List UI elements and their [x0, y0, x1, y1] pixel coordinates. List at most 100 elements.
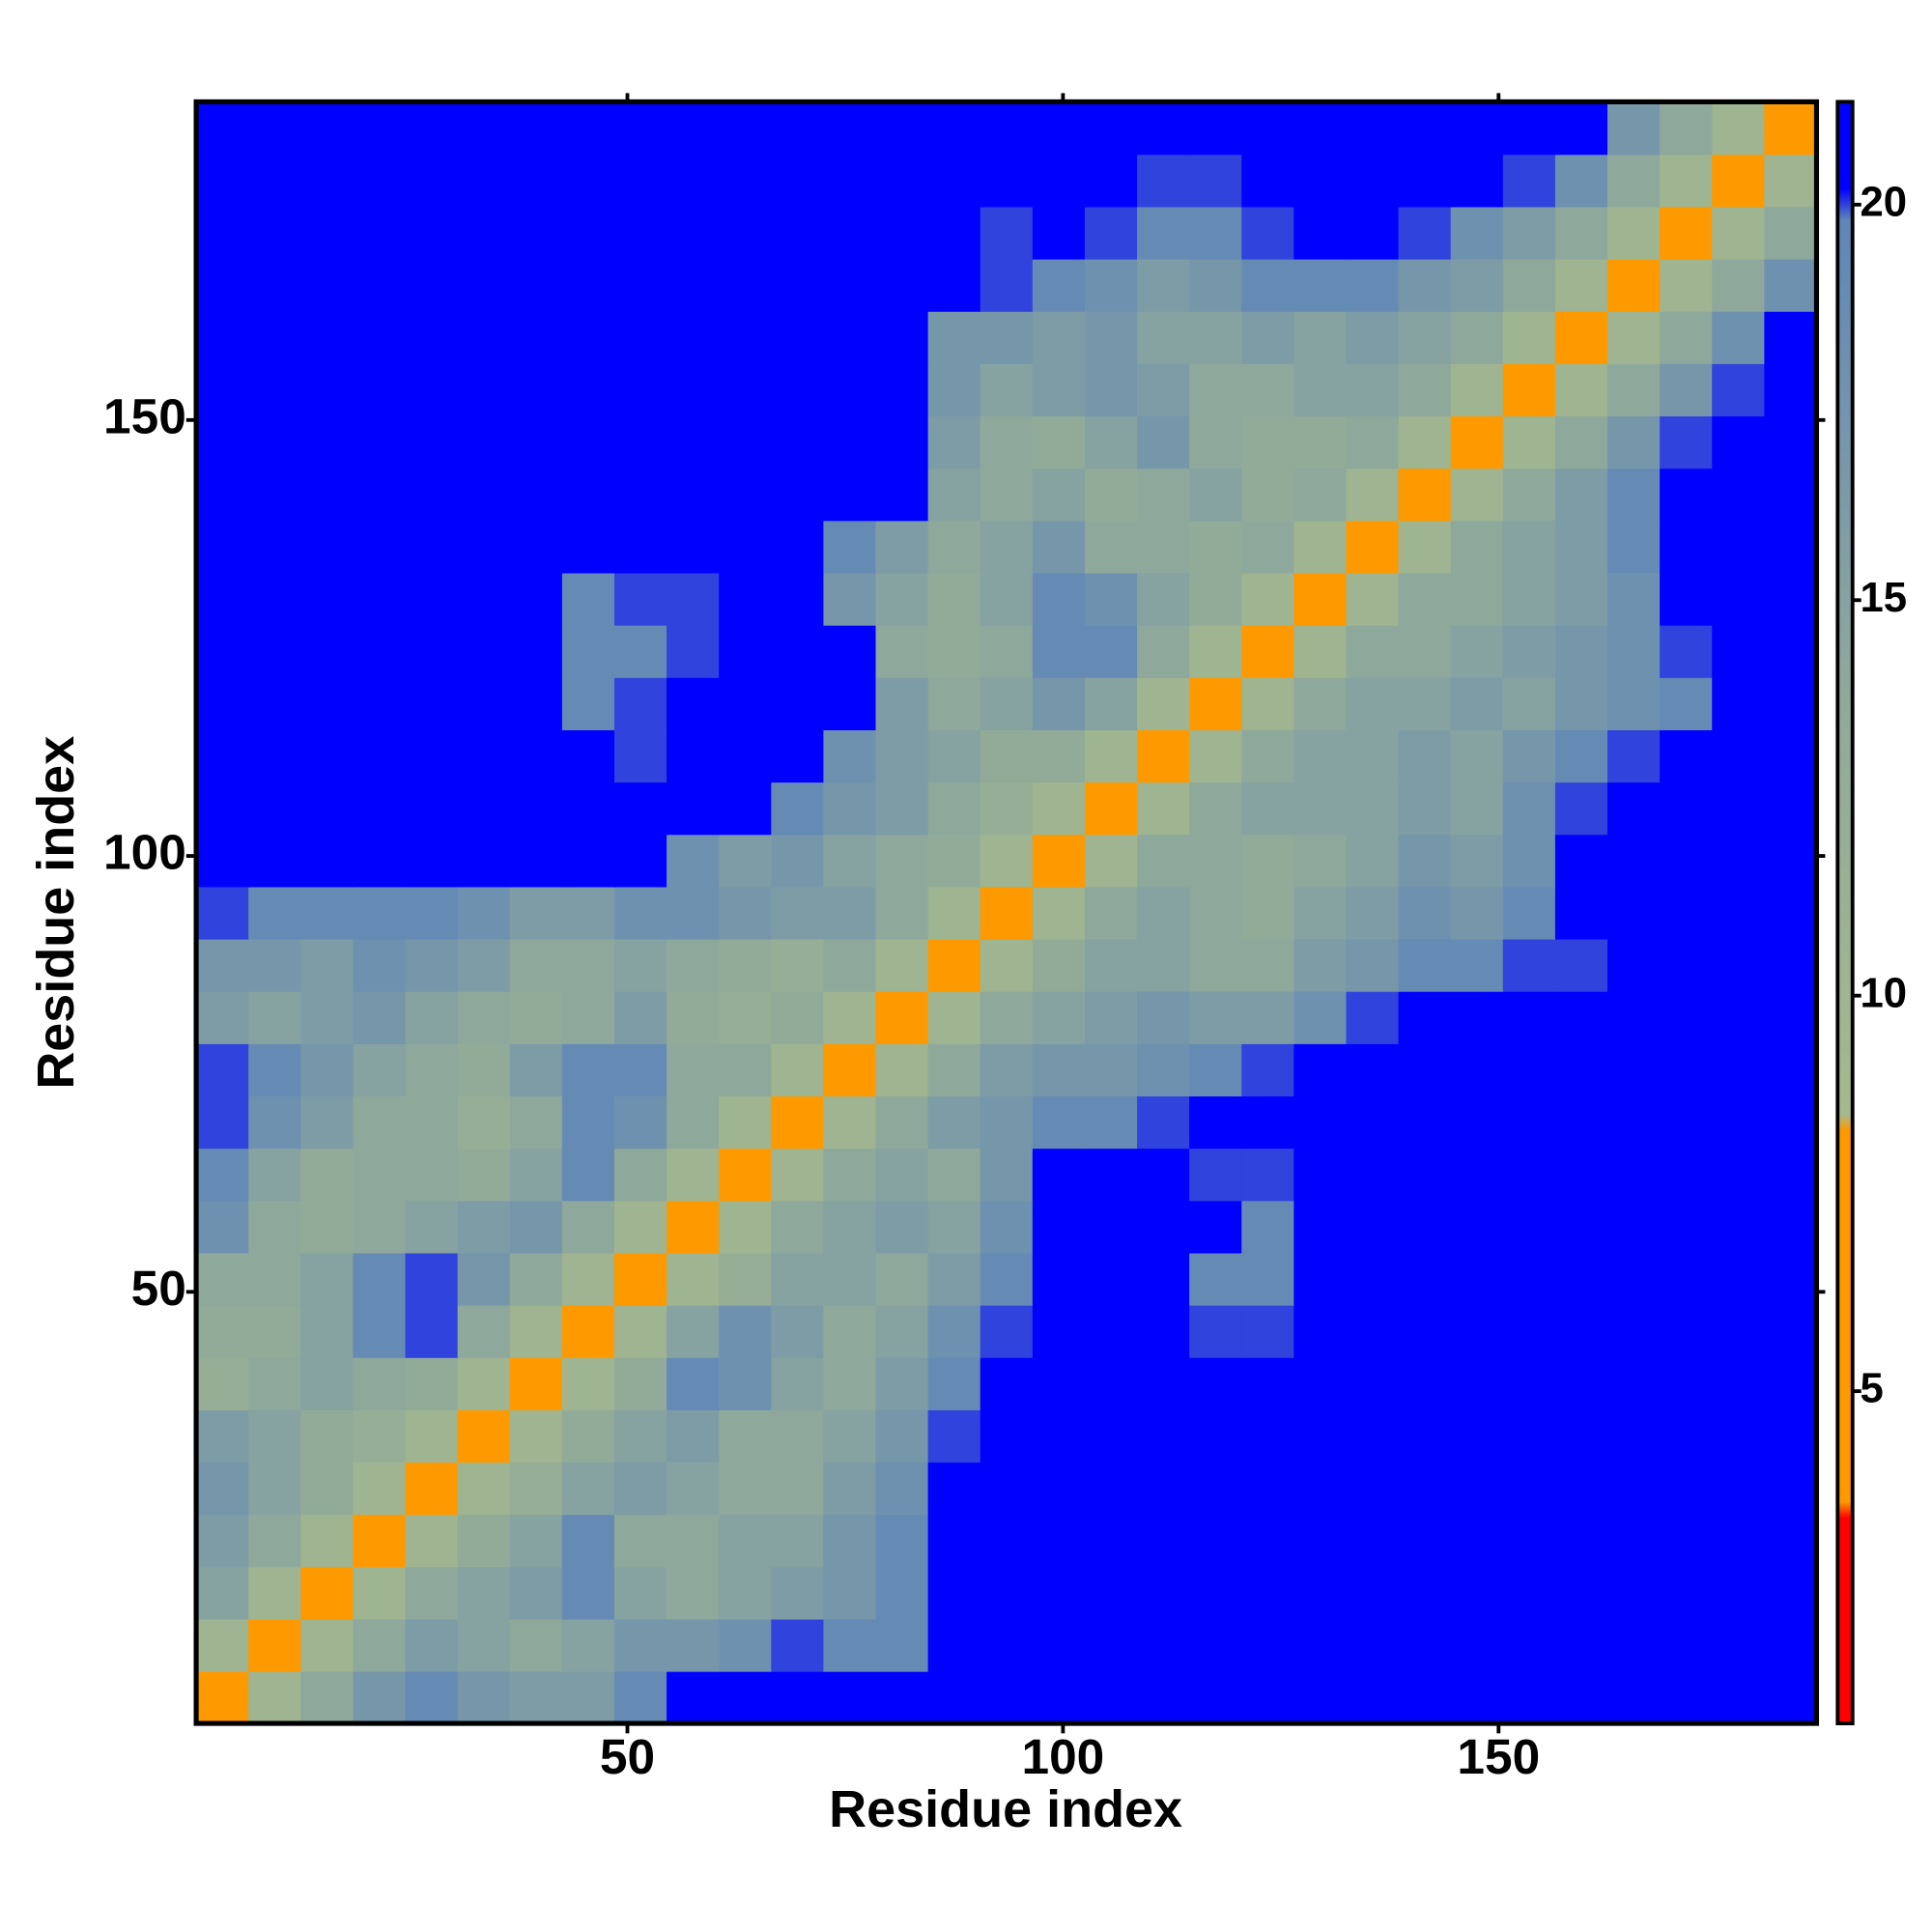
heatmap-cell: [1189, 1043, 1243, 1097]
heatmap-cell: [980, 1043, 1034, 1097]
heatmap-cell: [248, 1148, 302, 1202]
heatmap-cell: [353, 1095, 407, 1150]
heatmap-cell: [771, 1566, 825, 1620]
heatmap-cell: [980, 1252, 1034, 1306]
heatmap-cell: [1032, 101, 1086, 156]
heatmap-cell: [1293, 1252, 1348, 1306]
heatmap-cell: [823, 781, 877, 836]
heatmap-cell: [613, 154, 668, 208]
heatmap-cell: [1450, 1148, 1504, 1202]
heatmap-cell: [561, 311, 615, 364]
heatmap-cell: [196, 363, 249, 417]
heatmap-cell: [1554, 520, 1608, 574]
heatmap-cell: [719, 258, 773, 312]
heatmap-cell: [1241, 729, 1295, 783]
heatmap-cell: [1032, 781, 1086, 836]
heatmap-cell: [1607, 363, 1661, 417]
heatmap-cell: [771, 729, 825, 783]
colorbar-tick-label: 20: [1860, 178, 1907, 225]
heatmap-cell: [353, 101, 407, 156]
heatmap-cell: [1450, 1043, 1504, 1097]
heatmap-cell: [457, 990, 511, 1044]
heatmap-cell: [1607, 1304, 1661, 1358]
heatmap-cell: [196, 311, 249, 364]
heatmap-cell: [1241, 1670, 1295, 1724]
heatmap-cell: [405, 781, 459, 836]
heatmap-cell: [875, 1043, 929, 1097]
heatmap-cell: [405, 1514, 459, 1568]
heatmap-cell: [300, 154, 355, 208]
heatmap-cell: [1502, 1095, 1556, 1150]
heatmap-cell: [248, 1304, 302, 1358]
heatmap-cell: [613, 258, 668, 312]
heatmap-cell: [1450, 781, 1504, 836]
heatmap-cell: [1607, 468, 1661, 522]
heatmap-cell: [457, 1462, 511, 1516]
heatmap-cell: [457, 729, 511, 783]
heatmap-cell: [1660, 1357, 1714, 1410]
heatmap-cell: [1293, 1618, 1348, 1672]
heatmap-cell: [1554, 1043, 1608, 1097]
heatmap-cell: [719, 781, 773, 836]
heatmap-cell: [1450, 520, 1504, 574]
heatmap-cell: [405, 1304, 459, 1358]
heatmap-cell: [823, 1462, 877, 1516]
heatmap-cell: [300, 729, 355, 783]
heatmap-cell: [1764, 886, 1818, 940]
heatmap-cell: [1032, 1095, 1086, 1150]
heatmap-cell: [300, 781, 355, 836]
heatmap-cell: [1189, 624, 1243, 678]
heatmap-cell: [1502, 834, 1556, 888]
heatmap-cell: [1607, 938, 1661, 992]
heatmap-cell: [771, 311, 825, 364]
heatmap-cell: [1554, 258, 1608, 312]
heatmap-cell: [771, 1618, 825, 1672]
heatmap-cell: [1293, 1304, 1348, 1358]
heatmap-cell: [405, 415, 459, 469]
heatmap-cell: [1293, 520, 1348, 574]
heatmap-cell: [353, 624, 407, 678]
heatmap-cell: [196, 1252, 249, 1306]
heatmap-cell: [1554, 572, 1608, 626]
heatmap-cell: [1241, 990, 1295, 1044]
heatmap-cell: [613, 677, 668, 730]
heatmap-cell: [248, 258, 302, 312]
heatmap-cell: [1502, 311, 1556, 364]
heatmap-cell: [1189, 1304, 1243, 1358]
heatmap-cell: [1607, 1043, 1661, 1097]
heatmap-cell: [667, 468, 720, 522]
heatmap-cell: [719, 938, 773, 992]
heatmap-cell: [1346, 520, 1400, 574]
heatmap-cell: [771, 990, 825, 1044]
heatmap-cell: [353, 154, 407, 208]
heatmap-cell: [353, 206, 407, 260]
heatmap-cell: [353, 415, 407, 469]
heatmap-cell: [1607, 781, 1661, 836]
heatmap-cell: [980, 1095, 1034, 1150]
heatmap-cell: [248, 311, 302, 364]
heatmap-cell: [248, 363, 302, 417]
heatmap-cell: [1712, 938, 1766, 992]
heatmap-cell: [823, 206, 877, 260]
heatmap-cell: [1660, 206, 1714, 260]
heatmap-cell: [1084, 520, 1138, 574]
heatmap-cell: [1554, 938, 1608, 992]
heatmap-cell: [1607, 1514, 1661, 1568]
heatmap-cell: [667, 834, 720, 888]
heatmap-cell: [1502, 1670, 1556, 1724]
heatmap-cell: [719, 1095, 773, 1150]
heatmap-cell: [1398, 1618, 1452, 1672]
heatmap-cell: [405, 1357, 459, 1410]
heatmap-cell: [875, 311, 929, 364]
heatmap-cell: [719, 886, 773, 940]
heatmap-cell: [509, 1304, 563, 1358]
heatmap-cell: [823, 886, 877, 940]
heatmap-cell: [1660, 1095, 1714, 1150]
heatmap-cell: [875, 154, 929, 208]
heatmap-cell: [1502, 624, 1556, 678]
heatmap-cell: [1137, 886, 1190, 940]
heatmap-cell: [823, 1357, 877, 1410]
heatmap-cell: [1241, 1566, 1295, 1620]
y-axis-title: Residue index: [27, 736, 85, 1090]
